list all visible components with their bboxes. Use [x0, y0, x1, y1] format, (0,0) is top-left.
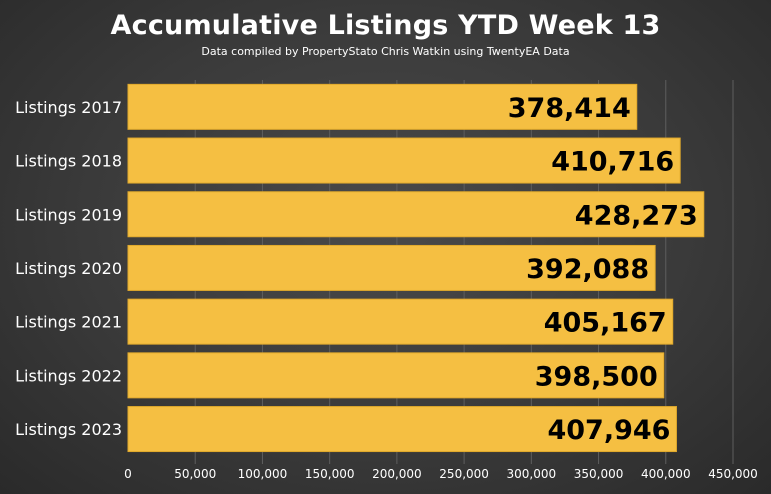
bars	[127, 83, 705, 453]
data-labels: 378,414 410,716 428,273 392,088 405,167 398,5…	[508, 93, 698, 446]
data-label: 405,167	[544, 308, 667, 339]
x-tick-label: 0	[124, 467, 132, 481]
data-label: 378,414	[508, 93, 631, 124]
category-label: Listings 2021	[15, 313, 122, 332]
data-label: 392,088	[526, 254, 649, 285]
x-tick-label: 350,000	[574, 467, 624, 481]
data-label: 410,716	[551, 147, 674, 178]
category-label: Listings 2018	[15, 152, 122, 171]
bar	[127, 298, 674, 345]
x-tick-label: 150,000	[305, 467, 355, 481]
bar	[127, 83, 638, 130]
bar	[127, 352, 665, 399]
category-label: Listings 2022	[15, 366, 122, 385]
category-label: Listings 2017	[15, 98, 122, 117]
data-label: 398,500	[535, 361, 658, 392]
category-label: Listings 2020	[15, 259, 122, 278]
bar	[127, 137, 681, 184]
x-tick-label: 250,000	[439, 467, 489, 481]
x-tick-label: 50,000	[174, 467, 216, 481]
bar	[127, 406, 677, 453]
x-tick-label: 450,000	[708, 467, 758, 481]
data-label: 407,946	[547, 415, 670, 446]
category-label: Listings 2019	[15, 205, 122, 224]
chart-title: Accumulative Listings YTD Week 13	[110, 10, 661, 41]
chart-subtitle: Data compiled by PropertyStato Chris Wat…	[201, 45, 570, 58]
x-tick-label: 100,000	[238, 467, 288, 481]
x-tick-label: 200,000	[372, 467, 422, 481]
x-tick-label: 400,000	[641, 467, 691, 481]
x-axis-ticks: 0 50,000 100,000 150,000 200,000 250,000 300,0…	[124, 467, 758, 481]
bar	[127, 191, 705, 238]
data-label: 428,273	[575, 200, 698, 231]
category-labels: Listings 2017 Listings 2018 Listings 2019 L…	[15, 98, 122, 439]
category-label: Listings 2023	[15, 420, 122, 439]
x-tick-label: 300,000	[507, 467, 557, 481]
bar	[127, 244, 656, 291]
